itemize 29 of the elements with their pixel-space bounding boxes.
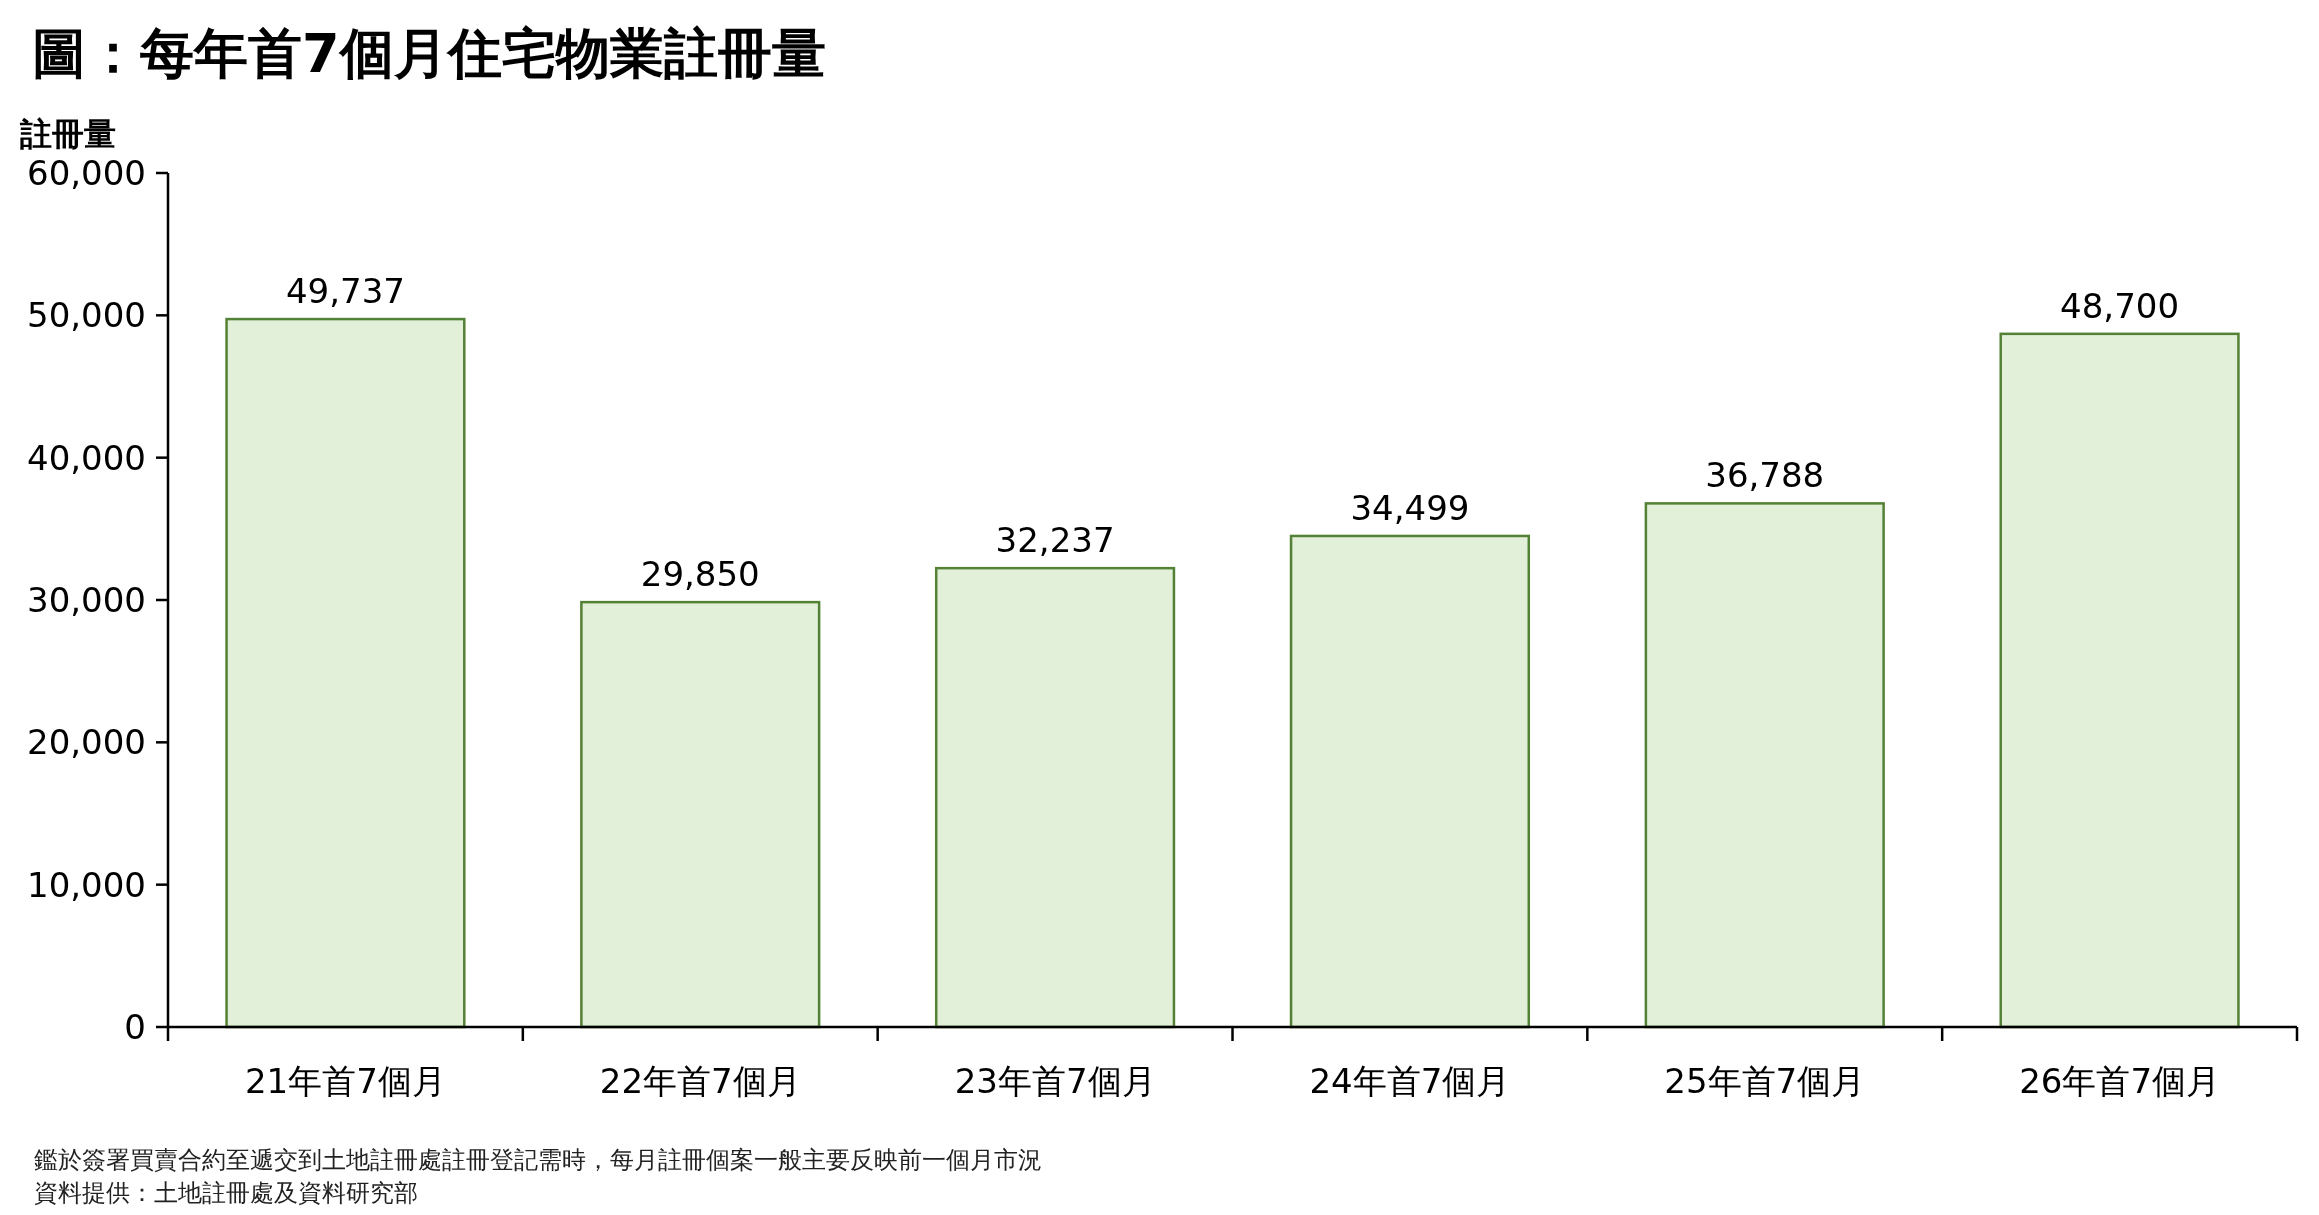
- bar: [1289, 534, 1531, 1029]
- x-tick-label: 26年首7個月: [2019, 1061, 2221, 1101]
- chart-title: 圖：每年首7個月住宅物業註冊量: [32, 22, 826, 85]
- text: 資料提供：土地註冊處及資料研究部: [34, 1179, 418, 1207]
- x-tick-label: 21年首7個月: [244, 1061, 446, 1101]
- bar: [580, 600, 821, 1029]
- text: 鑑於簽署買賣合約至遞交到土地註冊處註冊登記需時，每月註冊個案一般主要反映前一個月市況: [34, 1146, 1042, 1174]
- bar: [225, 317, 466, 1029]
- bar: [1644, 502, 1885, 1029]
- y-tick-label: 10,000: [27, 864, 146, 905]
- x-tick-label: 25年首7個月: [1664, 1061, 1866, 1101]
- y-axis-title: 註冊量: [19, 115, 116, 153]
- x-tick-label: 22年首7個月: [599, 1061, 801, 1101]
- x-tick-label: 23年首7個月: [954, 1061, 1156, 1101]
- y-tick-label: 30,000: [27, 579, 146, 620]
- bar: [934, 566, 1176, 1029]
- y-tick-label: 60,000: [27, 152, 146, 193]
- x-tick-label: 24年首7個月: [1309, 1061, 1511, 1101]
- data-label: 48,700: [2060, 285, 2180, 326]
- bar: [1999, 332, 2240, 1029]
- y-tick-label: 0: [124, 1006, 146, 1047]
- y-tick-label: 50,000: [27, 295, 146, 336]
- data-label: 29,850: [640, 554, 760, 595]
- y-tick-label: 40,000: [27, 437, 146, 478]
- y-tick-label: 20,000: [27, 722, 146, 763]
- data-label: 36,788: [1705, 455, 1825, 496]
- data-label: 34,499: [1350, 487, 1470, 528]
- data-label: 32,237: [995, 520, 1115, 561]
- data-label: 49,737: [285, 271, 405, 312]
